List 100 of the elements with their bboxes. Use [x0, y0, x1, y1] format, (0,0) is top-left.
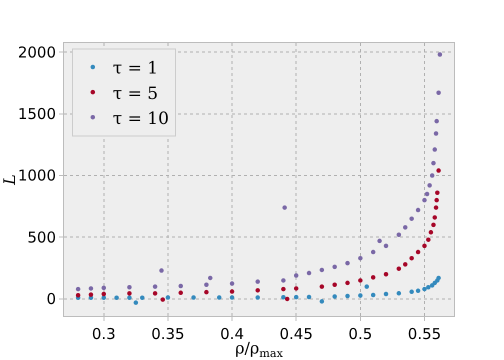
point [434, 198, 439, 202]
point [204, 290, 209, 294]
y-tick-label: 1500 [18, 105, 56, 123]
point [88, 286, 94, 291]
point [332, 282, 337, 288]
point [320, 299, 324, 304]
point [230, 295, 234, 300]
point [422, 286, 427, 292]
point [436, 276, 441, 280]
y-tick-label: 500 [27, 228, 56, 246]
point [416, 288, 420, 294]
point [140, 295, 145, 300]
point [416, 250, 420, 254]
point [127, 295, 132, 300]
point [426, 284, 431, 290]
x-tick-label: 0.55 [408, 325, 442, 343]
point [396, 232, 402, 237]
point [332, 294, 337, 299]
point [127, 284, 132, 290]
legend-label: τ = 10 [112, 108, 169, 129]
x-tick-label: 0.5 [348, 325, 372, 343]
point [208, 276, 212, 280]
point [427, 183, 432, 188]
point [434, 205, 438, 210]
point [431, 160, 436, 166]
point [358, 256, 363, 260]
point [403, 225, 408, 230]
point [114, 295, 119, 300]
point [358, 293, 363, 298]
point [166, 295, 170, 300]
point [284, 296, 290, 302]
point [428, 230, 434, 235]
point [320, 268, 324, 272]
point [384, 272, 388, 277]
legend-label: τ = 1 [112, 58, 158, 79]
point [409, 290, 414, 294]
point [432, 147, 438, 152]
point [377, 238, 382, 244]
point [178, 290, 183, 296]
point [306, 270, 312, 276]
point [294, 273, 298, 278]
point [345, 260, 350, 266]
y-tick-label: 0 [46, 290, 56, 308]
point [281, 278, 286, 283]
point [102, 286, 106, 290]
legend-label: τ = 5 [112, 84, 158, 104]
point [102, 292, 106, 296]
point [282, 205, 287, 210]
point [88, 292, 94, 297]
point [436, 90, 441, 96]
point [345, 294, 350, 298]
point [370, 250, 376, 254]
point [384, 244, 388, 248]
point [255, 279, 260, 284]
point [191, 295, 196, 300]
point [152, 284, 158, 289]
point [216, 295, 222, 300]
point [255, 288, 260, 293]
point [416, 208, 420, 212]
point [403, 262, 408, 267]
point [432, 215, 438, 220]
point [294, 286, 298, 291]
point [320, 284, 324, 289]
y-tick-label: 1000 [18, 166, 56, 185]
point [426, 237, 431, 242]
y-tick-label: 2000 [18, 43, 56, 62]
point [409, 256, 414, 260]
point [384, 292, 388, 296]
point [409, 216, 414, 221]
x-tick-label: 0.35 [151, 325, 185, 343]
point [76, 286, 80, 292]
point [332, 264, 337, 270]
point [438, 52, 442, 57]
point [431, 222, 436, 228]
point [430, 173, 434, 178]
point [422, 244, 427, 248]
point [396, 266, 402, 271]
point [294, 294, 298, 300]
point [178, 284, 183, 288]
point [230, 289, 234, 294]
point [396, 291, 402, 296]
point [435, 190, 440, 196]
point [230, 281, 234, 286]
point [159, 268, 164, 273]
point [160, 297, 166, 302]
point [434, 118, 439, 124]
point [422, 198, 427, 202]
point [127, 291, 132, 296]
point [306, 294, 312, 300]
y-axis-title: L [0, 174, 19, 186]
point [370, 292, 376, 298]
point [134, 300, 138, 305]
point [436, 168, 441, 173]
point [358, 278, 363, 283]
x-tick-label: 0.3 [92, 325, 116, 343]
point [345, 280, 350, 286]
point [281, 286, 286, 292]
point [434, 131, 438, 136]
point [281, 294, 286, 300]
point [152, 291, 158, 296]
